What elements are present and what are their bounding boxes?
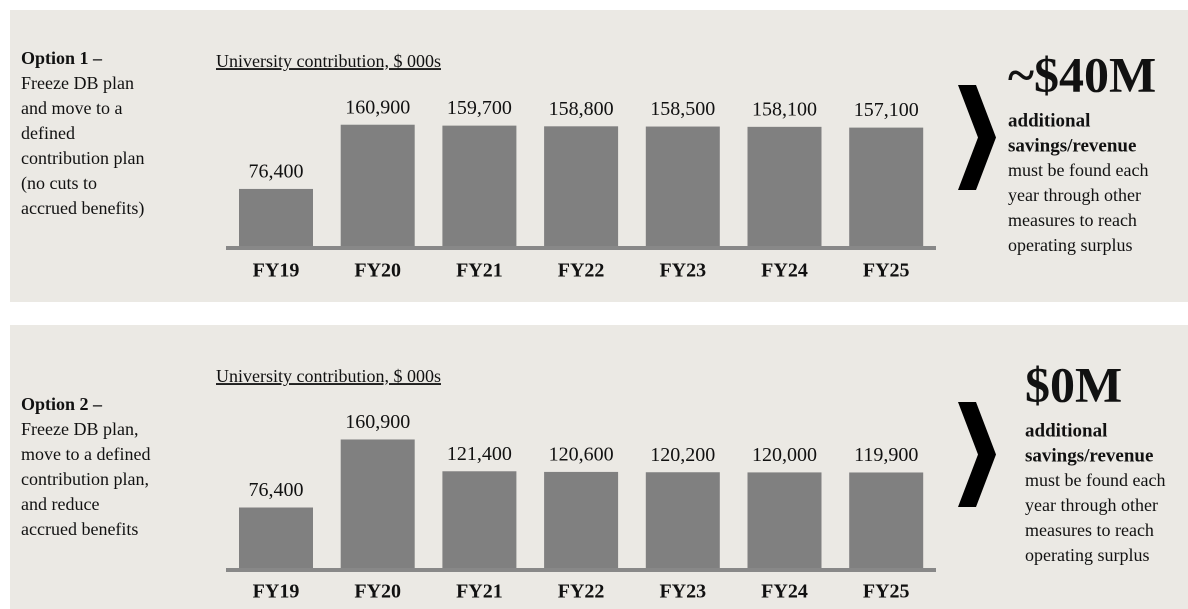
value-label: 76,400 [249,479,304,501]
x-tick-label: FY20 [354,581,401,603]
value-label: 158,500 [650,98,715,120]
x-tick-label: FY25 [863,581,910,603]
value-label: 159,700 [447,97,512,119]
note: operating surplus [1008,235,1132,255]
x-tick-label: FY20 [354,260,401,282]
note: operating surplus [1025,545,1149,565]
value-label: 120,000 [752,444,817,466]
option-description: contribution plan, [21,469,149,489]
option-label: Option 2 – [21,394,103,414]
option-description: and move to a [21,98,122,118]
bar [442,471,517,569]
x-tick-label: FY22 [558,581,605,603]
bar [747,126,822,247]
bar [239,188,313,247]
x-tick-label: FY23 [659,260,706,282]
value-label: 76,400 [249,161,304,183]
bar [747,472,822,569]
option-description: accrued benefits [21,519,138,539]
option-description: Freeze DB plan, [21,419,138,439]
note: year through other [1025,495,1158,515]
option-description: Freeze DB plan [21,73,134,93]
x-tick-label: FY24 [761,260,808,282]
option-description: move to a defined [21,444,150,464]
option-description: defined [21,123,75,143]
headline: $0M [1025,356,1122,412]
value-label: 160,900 [345,411,410,433]
value-label: 120,600 [549,444,614,466]
option-description: accrued benefits) [21,198,144,219]
note: measures to reach [1025,520,1154,540]
bar [645,472,720,569]
bar [544,126,619,247]
value-label: 158,100 [752,98,817,120]
value-label: 120,200 [650,444,715,466]
x-tick-label: FY21 [456,260,503,282]
bar [544,471,619,569]
value-label: 160,900 [345,96,410,118]
option-description: contribution plan [21,148,144,168]
option-label: Option 1 – [21,48,103,68]
option-description: and reduce [21,494,99,514]
x-tick-label: FY24 [761,581,808,603]
note: year through other [1008,185,1141,205]
chevron [958,402,996,507]
option-description: (no cuts to [21,173,97,194]
x-tick-label: FY19 [253,581,300,603]
note-bold: savings/revenue [1008,135,1136,156]
bar [849,127,924,247]
note-bold: savings/revenue [1025,445,1153,466]
x-tick-label: FY25 [863,260,910,282]
headline: ~$40M [1008,46,1156,102]
bar [442,125,517,247]
chart-title: University contribution, $ 000s [216,366,441,386]
value-label: 121,400 [447,443,512,465]
note-bold: additional [1008,110,1090,131]
x-tick-label: FY22 [558,260,605,282]
note-bold: additional [1025,420,1107,441]
bar [340,124,415,247]
baseline [226,568,936,572]
note: must be found each [1008,160,1148,180]
bar [645,126,720,247]
bar [849,472,924,569]
bar [239,507,313,569]
baseline [226,246,936,250]
note: must be found each [1025,470,1165,490]
x-tick-label: FY23 [659,581,706,603]
chart-title: University contribution, $ 000s [216,51,441,71]
chevron [958,85,996,190]
note: measures to reach [1008,210,1137,230]
bar [340,439,415,569]
value-label: 119,900 [854,444,918,466]
x-tick-label: FY19 [253,260,300,282]
value-label: 158,800 [549,98,614,120]
x-tick-label: FY21 [456,581,503,603]
value-label: 157,100 [854,99,919,121]
